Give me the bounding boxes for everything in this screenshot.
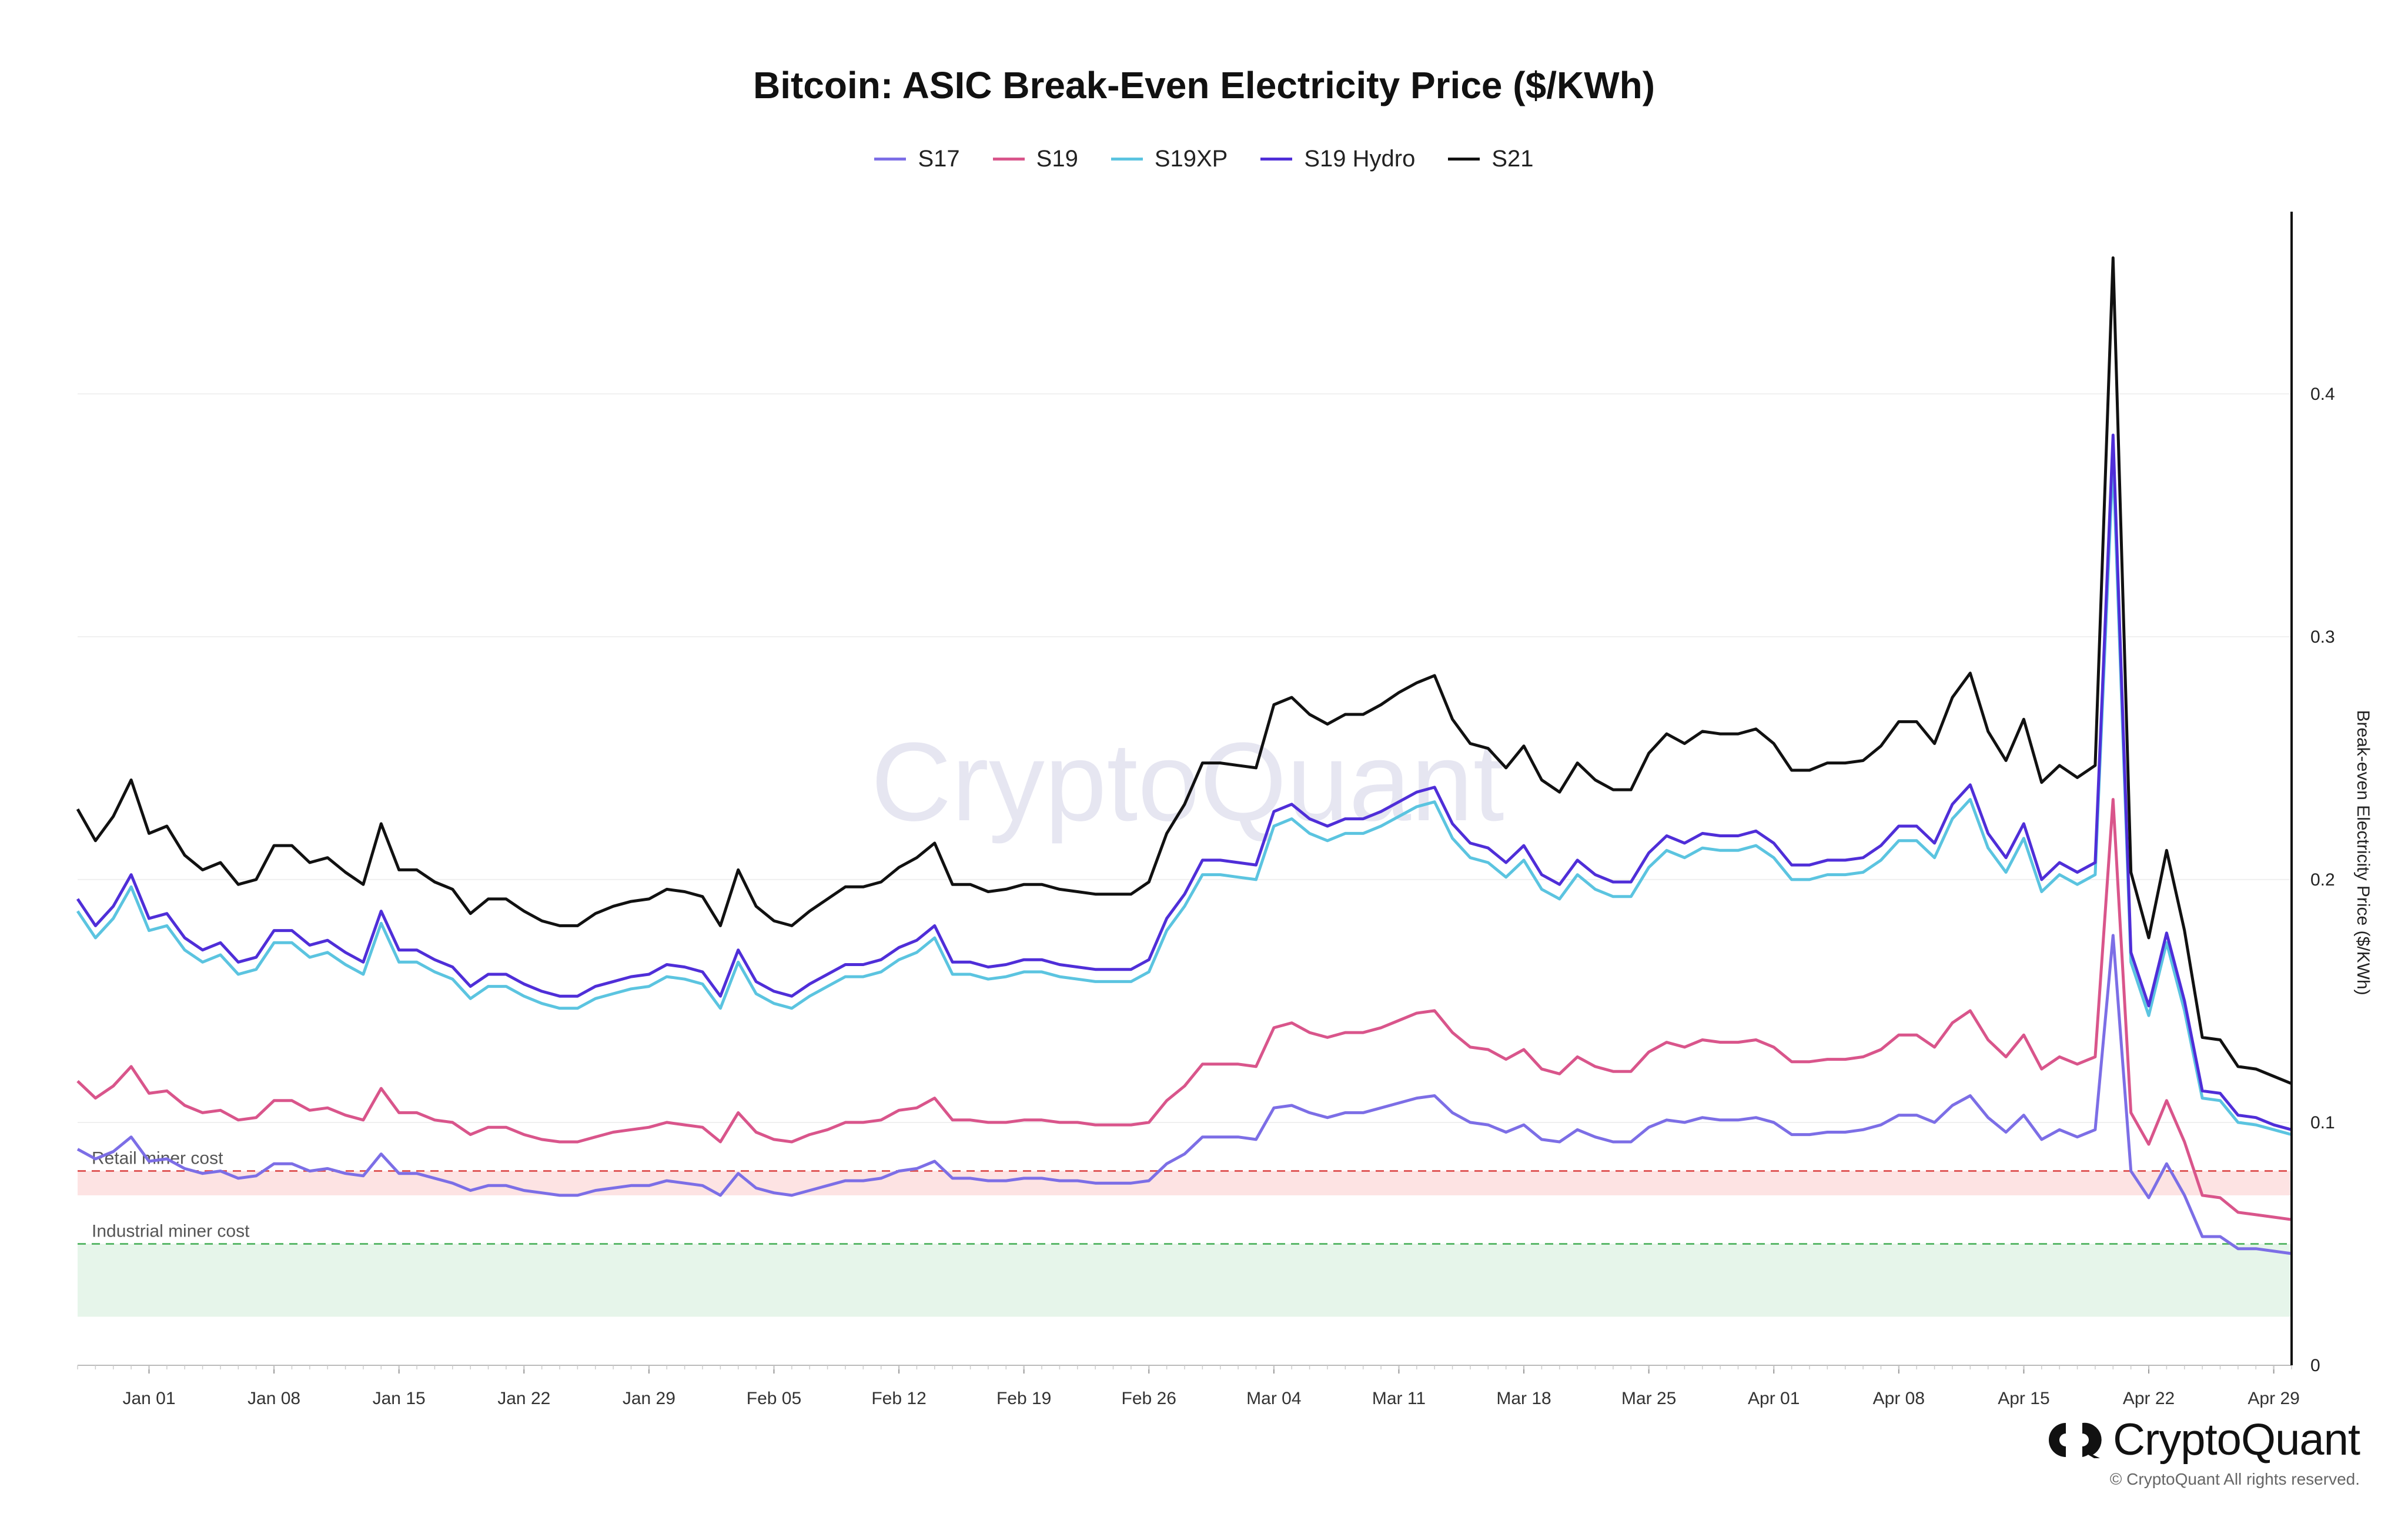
- x-tick-label: Jan 22: [497, 1389, 550, 1408]
- y-tick-label: 0.4: [2310, 385, 2335, 404]
- x-tick-label: Apr 08: [1873, 1389, 1925, 1408]
- legend-label: S19 Hydro: [1304, 146, 1416, 172]
- series-line-s21: [76, 256, 2292, 1085]
- legend-item-s21[interactable]: S21: [1448, 146, 1534, 172]
- x-tick-label: Apr 29: [2248, 1389, 2299, 1408]
- series-line-s17: [76, 934, 2292, 1255]
- chart-title: Bitcoin: ASIC Break-Even Electricity Pri…: [752, 64, 1656, 106]
- brand-logo: CryptoQuant: [2046, 1414, 2360, 1465]
- y-tick-label: 0: [2310, 1356, 2320, 1375]
- industrial-miner-cost-band: [78, 1244, 2292, 1317]
- industrial-miner-cost-label: Industrial miner cost: [92, 1221, 250, 1241]
- legend-swatch: [1260, 158, 1293, 161]
- legend-swatch: [992, 158, 1025, 161]
- legend-label: S21: [1491, 146, 1534, 172]
- x-tick-label: Mar 18: [1496, 1389, 1551, 1408]
- brand-name: CryptoQuant: [2113, 1415, 2360, 1465]
- y-tick-label: 0.1: [2310, 1113, 2335, 1132]
- x-tick-label: Feb 19: [996, 1389, 1051, 1408]
- legend-swatch: [1111, 158, 1143, 161]
- x-tick-label: Apr 22: [2123, 1389, 2175, 1408]
- legend-item-s19[interactable]: S19: [992, 146, 1078, 172]
- retail-miner-cost-band: [78, 1171, 2292, 1195]
- x-tick-label: Feb 05: [747, 1389, 801, 1408]
- y-axis-label: Break-even Electricity Price ($/KWh): [2353, 710, 2373, 995]
- watermark: CryptoQuant: [871, 720, 1504, 844]
- series-line-s19-hydro: [76, 433, 2292, 1131]
- cryptoquant-logo-icon: [2049, 1422, 2102, 1458]
- x-tick-label: Jan 01: [122, 1389, 175, 1408]
- x-tick-label: Feb 12: [871, 1389, 926, 1408]
- legend-label: S19: [1036, 146, 1078, 172]
- legend-swatch: [874, 158, 907, 161]
- y-tick-label: 0.2: [2310, 870, 2335, 890]
- x-tick-label: Apr 15: [1998, 1389, 2049, 1408]
- copyright: © CryptoQuant All rights reserved.: [2109, 1470, 2360, 1488]
- legend-label: S17: [918, 146, 960, 172]
- x-tick-label: Mar 25: [1621, 1389, 1676, 1408]
- legend-label: S19XP: [1154, 146, 1228, 172]
- legend: S17 S19 S19XP S19 Hydro S21: [0, 146, 2408, 172]
- x-tick-label: Jan 29: [623, 1389, 675, 1408]
- legend-item-s19xp[interactable]: S19XP: [1111, 146, 1228, 172]
- legend-item-s17[interactable]: S17: [874, 146, 960, 172]
- x-tick-label: Mar 04: [1246, 1389, 1301, 1408]
- x-tick-label: Apr 01: [1748, 1389, 1800, 1408]
- x-tick-label: Jan 15: [373, 1389, 426, 1408]
- series-line-s19: [76, 798, 2292, 1221]
- legend-item-s19-hydro[interactable]: S19 Hydro: [1260, 146, 1415, 172]
- x-tick-label: Feb 26: [1122, 1389, 1176, 1408]
- legend-swatch: [1448, 158, 1480, 161]
- y-tick-label: 0.3: [2310, 627, 2335, 647]
- x-tick-label: Mar 11: [1372, 1389, 1426, 1408]
- x-tick-label: Jan 08: [248, 1389, 300, 1408]
- series-line-s19xp: [76, 457, 2292, 1137]
